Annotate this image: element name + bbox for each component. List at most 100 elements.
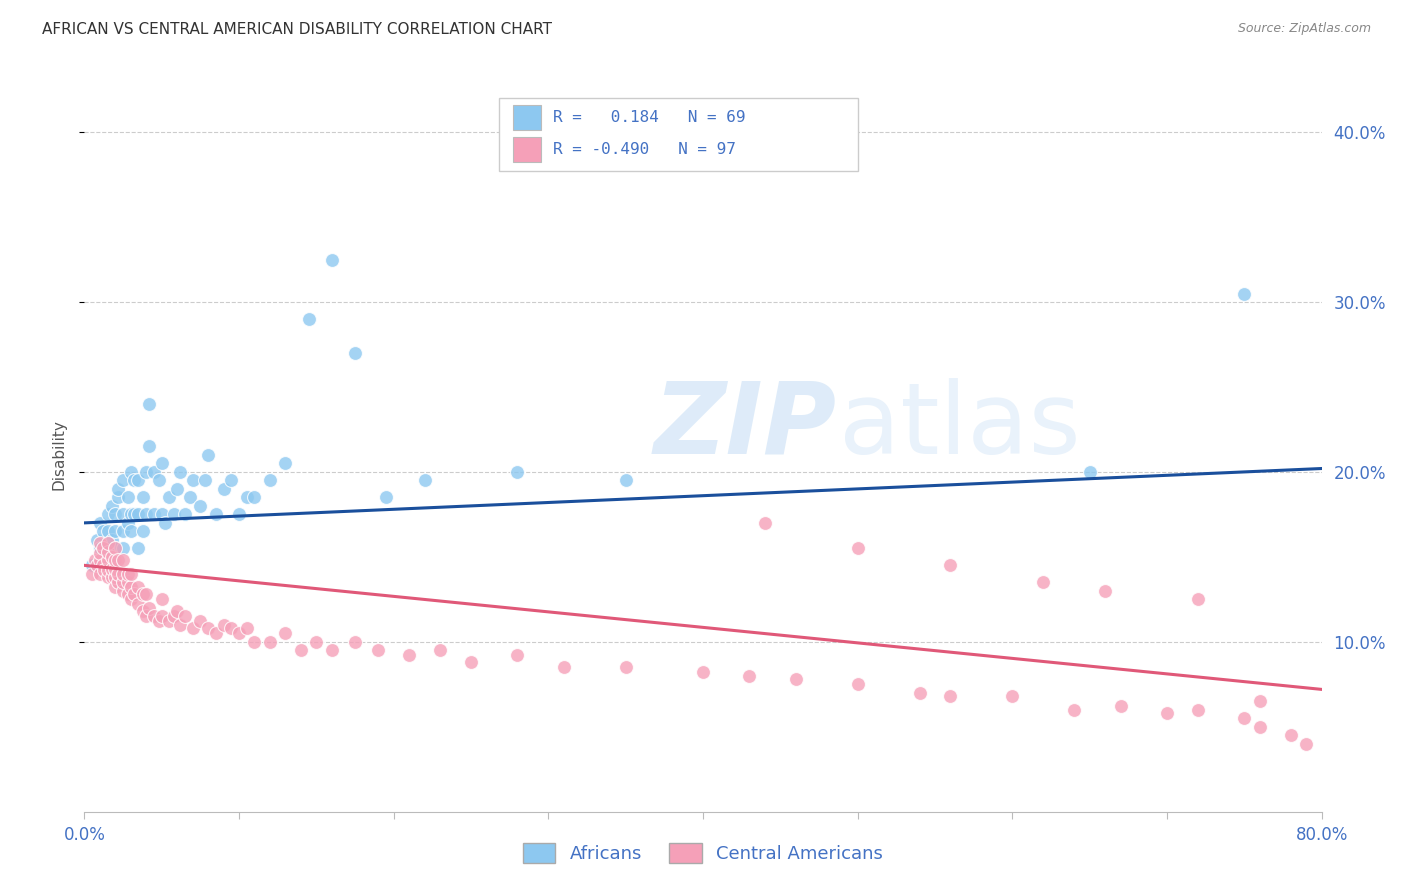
Point — [148, 615, 170, 629]
Point — [120, 524, 142, 539]
Point — [1249, 694, 1271, 708]
Point — [89, 541, 111, 556]
Point — [179, 491, 201, 505]
Point — [166, 482, 188, 496]
Point — [228, 508, 250, 522]
Point — [1279, 728, 1302, 742]
Point — [205, 508, 228, 522]
Point — [143, 465, 166, 479]
Point — [107, 566, 129, 581]
Point — [150, 457, 173, 471]
Point — [274, 626, 297, 640]
Point — [89, 566, 111, 581]
Point — [375, 491, 398, 505]
Point — [97, 564, 120, 578]
Point — [344, 346, 367, 360]
Point — [174, 508, 197, 522]
Point — [104, 562, 127, 576]
Point — [321, 643, 343, 657]
Point — [128, 474, 150, 488]
Point — [754, 516, 776, 530]
Point — [112, 524, 135, 539]
Point — [506, 465, 529, 479]
Point — [101, 570, 124, 584]
Point — [1187, 703, 1209, 717]
Point — [738, 669, 761, 683]
Point — [159, 615, 181, 629]
Legend: Africans, Central Americans: Africans, Central Americans — [516, 836, 890, 871]
Point — [908, 686, 931, 700]
Point — [236, 491, 259, 505]
Point — [128, 598, 150, 612]
Point — [298, 312, 321, 326]
Point — [104, 541, 127, 556]
Point — [107, 491, 129, 505]
Point — [274, 457, 297, 471]
Point — [785, 672, 807, 686]
Point — [97, 545, 120, 559]
Point — [104, 553, 127, 567]
Point — [197, 621, 219, 635]
Point — [1109, 699, 1132, 714]
Point — [112, 508, 135, 522]
Point — [1233, 286, 1256, 301]
Point — [163, 508, 186, 522]
Point — [197, 448, 219, 462]
Point — [101, 562, 124, 576]
Text: Source: ZipAtlas.com: Source: ZipAtlas.com — [1237, 22, 1371, 36]
Point — [846, 677, 869, 691]
Point — [89, 553, 111, 567]
Point — [1032, 575, 1054, 590]
Point — [104, 508, 127, 522]
Point — [82, 558, 104, 573]
Point — [1063, 703, 1085, 717]
Point — [91, 558, 114, 573]
Point — [163, 609, 186, 624]
Point — [194, 474, 217, 488]
Point — [107, 575, 129, 590]
Point — [112, 541, 135, 556]
Point — [460, 655, 482, 669]
Point — [91, 524, 114, 539]
Point — [101, 499, 124, 513]
Point — [305, 635, 328, 649]
Point — [97, 508, 120, 522]
Point — [243, 491, 266, 505]
Point — [104, 558, 127, 573]
Point — [101, 533, 124, 547]
Point — [150, 592, 173, 607]
Point — [93, 564, 115, 578]
Point — [413, 474, 436, 488]
Point — [429, 643, 451, 657]
Point — [112, 474, 135, 488]
Text: ZIP: ZIP — [654, 378, 837, 475]
Point — [181, 621, 204, 635]
Point — [243, 635, 266, 649]
Point — [128, 541, 150, 556]
Point — [122, 508, 145, 522]
Point — [614, 474, 637, 488]
Point — [117, 566, 139, 581]
Point — [1295, 737, 1317, 751]
Point — [89, 546, 111, 560]
Point — [104, 524, 127, 539]
Point — [84, 553, 107, 567]
Point — [939, 558, 962, 573]
Point — [97, 536, 120, 550]
Point — [138, 397, 160, 411]
Point — [148, 474, 170, 488]
Point — [86, 533, 108, 547]
Point — [122, 474, 145, 488]
Point — [104, 581, 127, 595]
Point — [259, 635, 281, 649]
Point — [259, 474, 281, 488]
Point — [166, 604, 188, 618]
Point — [1187, 592, 1209, 607]
Point — [205, 626, 228, 640]
Point — [174, 609, 197, 624]
Point — [614, 660, 637, 674]
Point — [221, 621, 243, 635]
Point — [1001, 689, 1024, 703]
Point — [1078, 465, 1101, 479]
Point — [221, 474, 243, 488]
